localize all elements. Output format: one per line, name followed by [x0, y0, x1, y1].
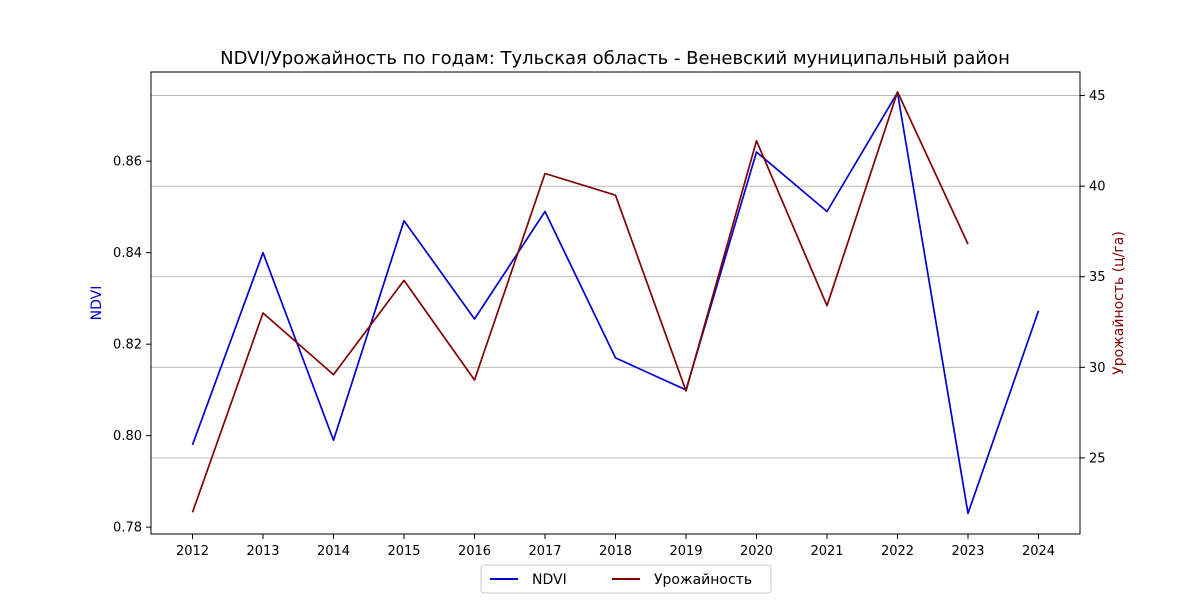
- legend: NDVI Урожайность: [480, 564, 772, 594]
- x-tick-label-7: 2019: [669, 544, 702, 559]
- left-tick-label-2: 0.82: [113, 338, 142, 353]
- right-tick-label-3: 40: [1089, 180, 1106, 195]
- left-tick-label-4: 0.86: [113, 155, 142, 170]
- right-tick-label-2: 35: [1089, 270, 1106, 285]
- left-axis-label: NDVI: [89, 286, 105, 321]
- right-tick-label-1: 30: [1089, 361, 1106, 376]
- plot-frame: [150, 71, 1081, 535]
- x-tick-label-0: 2012: [176, 544, 209, 559]
- series-line-ndvi: [191, 91, 1040, 515]
- legend-ndvi-label: NDVI: [532, 572, 567, 588]
- x-tick-label-5: 2017: [528, 544, 561, 559]
- x-axis: 2012 2013 2014 2015 2016 2017 2018 2019 2020 2021…: [176, 534, 1055, 559]
- left-tick-label-1: 0.80: [113, 429, 142, 444]
- series-lines: [191, 91, 1040, 515]
- left-tick-label-3: 0.84: [113, 246, 142, 261]
- x-tick-label-3: 2015: [387, 544, 420, 559]
- right-tick-label-4: 45: [1089, 89, 1106, 104]
- legend-yield-label: Урожайность: [654, 572, 752, 588]
- x-tick-label-1: 2013: [246, 544, 279, 559]
- right-tick-label-0: 25: [1089, 451, 1106, 466]
- right-y-axis: 25 30 35 40 45: [1080, 89, 1106, 466]
- x-tick-label-12: 2024: [1022, 544, 1055, 559]
- x-tick-label-11: 2023: [951, 544, 984, 559]
- x-tick-label-4: 2016: [458, 544, 491, 559]
- x-tick-label-10: 2022: [881, 544, 914, 559]
- chart-title: NDVI/Урожайность по годам: Тульская обла…: [220, 48, 1010, 69]
- x-tick-label-2: 2014: [317, 544, 350, 559]
- left-y-axis: 0.78 0.80 0.82 0.84 0.86: [113, 155, 151, 536]
- series-line-yield: [191, 91, 969, 513]
- grid-lines: [151, 95, 1080, 459]
- left-tick-label-0: 0.78: [113, 521, 142, 536]
- x-tick-label-8: 2020: [740, 544, 773, 559]
- right-axis-label: Урожайность (ц/га): [1111, 231, 1127, 375]
- x-tick-label-9: 2021: [810, 544, 843, 559]
- x-tick-label-6: 2018: [599, 544, 632, 559]
